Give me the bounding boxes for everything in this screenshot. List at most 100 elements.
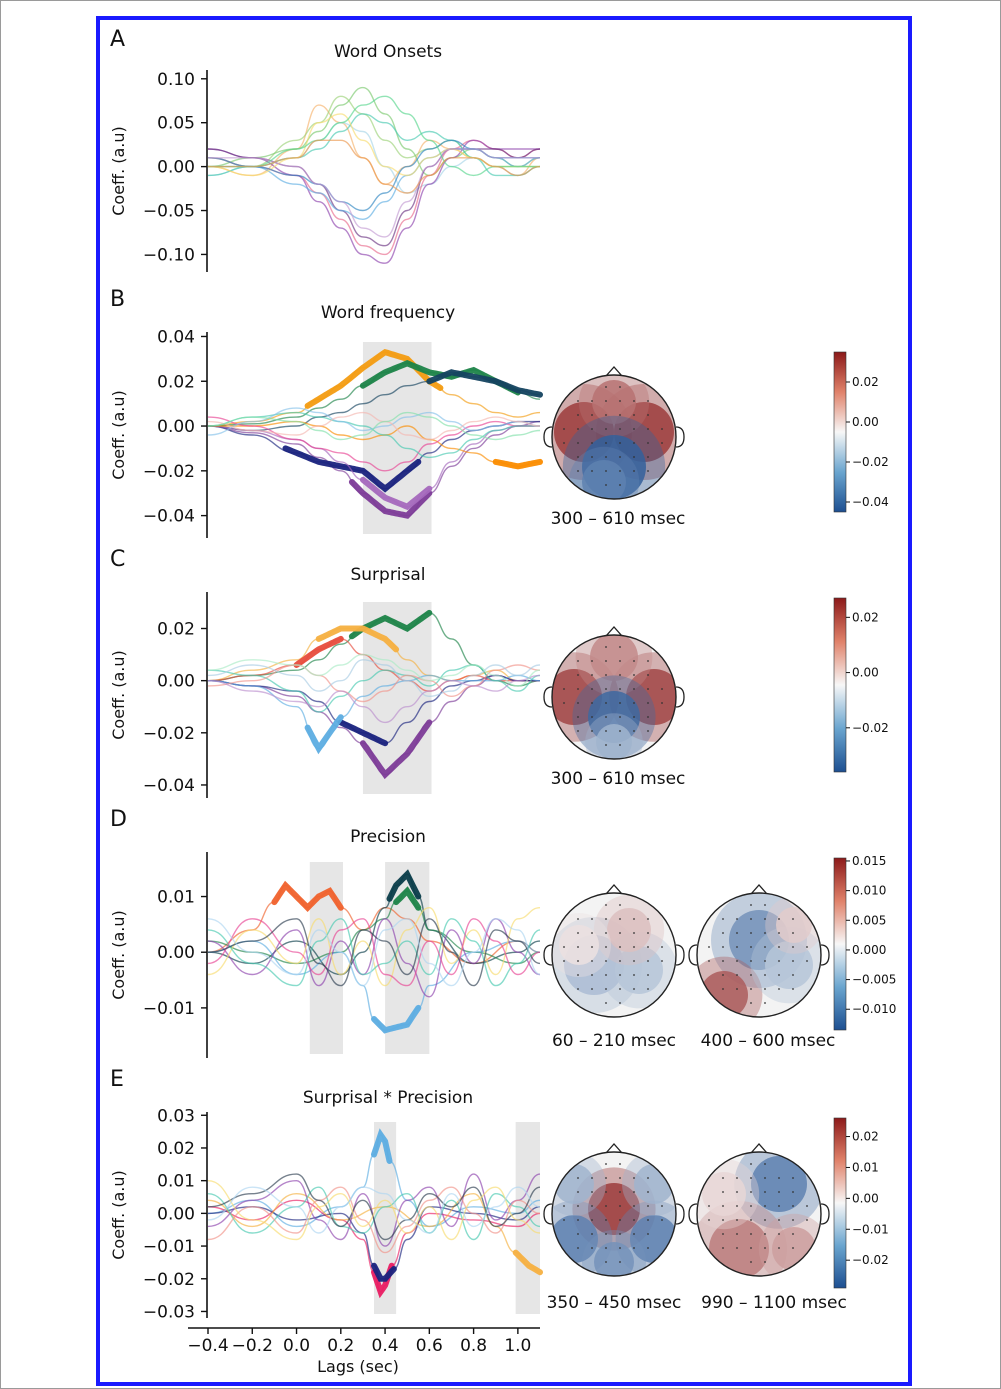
y-tick-label: 0.04 — [157, 327, 195, 347]
sensor-dot — [778, 974, 780, 976]
sensor-dot — [591, 470, 593, 472]
y-tick-label: −0.02 — [143, 724, 195, 744]
head-outline — [551, 374, 677, 500]
sensor-dot — [806, 1219, 808, 1221]
significant-trace-segment — [386, 869, 422, 902]
y-tick-label: 0.00 — [157, 672, 195, 692]
sensor-dot — [563, 960, 565, 962]
sensor-dot — [619, 1163, 621, 1165]
sensor-dot — [619, 904, 621, 906]
sensor-trace-line — [207, 659, 541, 698]
sensor-dot — [591, 960, 593, 962]
sensor-dot — [619, 414, 621, 416]
y-tick-label: 0.03 — [157, 1106, 195, 1126]
sensor-dot — [722, 988, 724, 990]
sensor-dot — [647, 414, 649, 416]
sensor-dot — [577, 1219, 579, 1221]
sensor-dot — [577, 1191, 579, 1193]
sensor-dot — [647, 974, 649, 976]
sensor-dot — [736, 1247, 738, 1249]
sensor-dot — [778, 1177, 780, 1179]
sensor-dot — [591, 946, 593, 948]
sensor-dot — [778, 932, 780, 934]
colorbar-tick-label: 0.010 — [852, 884, 886, 898]
sensor-dot — [619, 484, 621, 486]
topomap-field — [552, 893, 676, 1017]
y-tick-label: −0.04 — [143, 776, 195, 796]
y-tick-label: −0.05 — [143, 202, 195, 222]
topomap-field — [552, 1152, 676, 1276]
significant-trace-segment — [371, 1128, 393, 1164]
sensor-dot — [619, 442, 621, 444]
sensor-dot — [778, 946, 780, 948]
sensor-dot — [778, 1191, 780, 1193]
sensor-dot — [605, 688, 607, 690]
sensor-dot — [633, 960, 635, 962]
sensor-dot — [619, 960, 621, 962]
significant-trace-segment — [293, 635, 344, 668]
significant-trace-segment — [426, 369, 543, 398]
topomap-blob — [594, 1242, 634, 1276]
sensor-dot — [605, 428, 607, 430]
sensor-dot — [605, 730, 607, 732]
sensor-dot — [792, 1177, 794, 1179]
panel-b: B Word frequency Coeff. (a.u) 0.04 0.02 0.00 −… — [109, 287, 889, 538]
sensor-dot — [736, 960, 738, 962]
sensor-dot — [605, 960, 607, 962]
sensor-dot — [605, 1177, 607, 1179]
sensor-dot — [722, 1219, 724, 1221]
sensor-dot — [633, 974, 635, 976]
topomap-c-1: 300 – 610 msec — [543, 626, 685, 789]
sensor-dot — [605, 456, 607, 458]
sensor-dot — [778, 1205, 780, 1207]
sensor-dot — [792, 974, 794, 976]
topomap-blob — [626, 669, 676, 725]
sensor-dot — [619, 428, 621, 430]
sensor-dot — [563, 1219, 565, 1221]
sensor-trace-line — [207, 1186, 541, 1234]
sensor-dot — [750, 1163, 752, 1165]
sensor-dot — [577, 456, 579, 458]
significant-trace-segment — [359, 476, 433, 511]
sensor-trace-line — [207, 148, 541, 247]
colorbar-tick-label: 0.00 — [852, 415, 879, 429]
colorbar-tick-label: 0.015 — [852, 854, 886, 868]
sensor-trace-line — [207, 653, 541, 687]
sensor-dot — [736, 1191, 738, 1193]
topomap-field — [552, 375, 676, 499]
sensor-dot — [806, 960, 808, 962]
sensor-dot — [750, 932, 752, 934]
sensor-dot — [563, 946, 565, 948]
sensor-dot — [605, 744, 607, 746]
panel-title: Word Onsets — [334, 42, 442, 62]
significant-trace-segment — [371, 1004, 422, 1034]
sensor-trace-line — [207, 1173, 541, 1247]
sensor-dot — [633, 1205, 635, 1207]
x-tick-label: 0.0 — [283, 1336, 310, 1356]
sensor-dot — [736, 1219, 738, 1221]
colorbar-tick-label: 0.02 — [852, 610, 879, 624]
sensor-dot — [792, 918, 794, 920]
right-ear-outline — [820, 944, 830, 966]
sensor-dot — [605, 1191, 607, 1193]
y-tick-label: 0.02 — [157, 620, 195, 640]
sensor-dot — [633, 988, 635, 990]
panel-title: Precision — [350, 827, 426, 847]
sensor-dot — [750, 1205, 752, 1207]
sensor-dot — [619, 932, 621, 934]
sensor-dot — [661, 702, 663, 704]
panel-title: Surprisal — [350, 565, 425, 585]
sensor-dot — [605, 946, 607, 948]
panel-letter: D — [110, 807, 127, 832]
sensor-dot — [647, 1219, 649, 1221]
sensor-trace-line — [207, 411, 540, 459]
topomap-b-1: 300 – 610 msec — [543, 366, 685, 529]
sensor-dot — [605, 470, 607, 472]
sensor-dot — [591, 1233, 593, 1235]
y-tick-label: 0.01 — [157, 888, 195, 908]
sensor-dot — [661, 1219, 663, 1221]
panel-title: Word frequency — [321, 303, 455, 323]
significance-window-shade — [515, 1122, 540, 1314]
sensor-dot — [750, 946, 752, 948]
sensor-dot — [619, 918, 621, 920]
